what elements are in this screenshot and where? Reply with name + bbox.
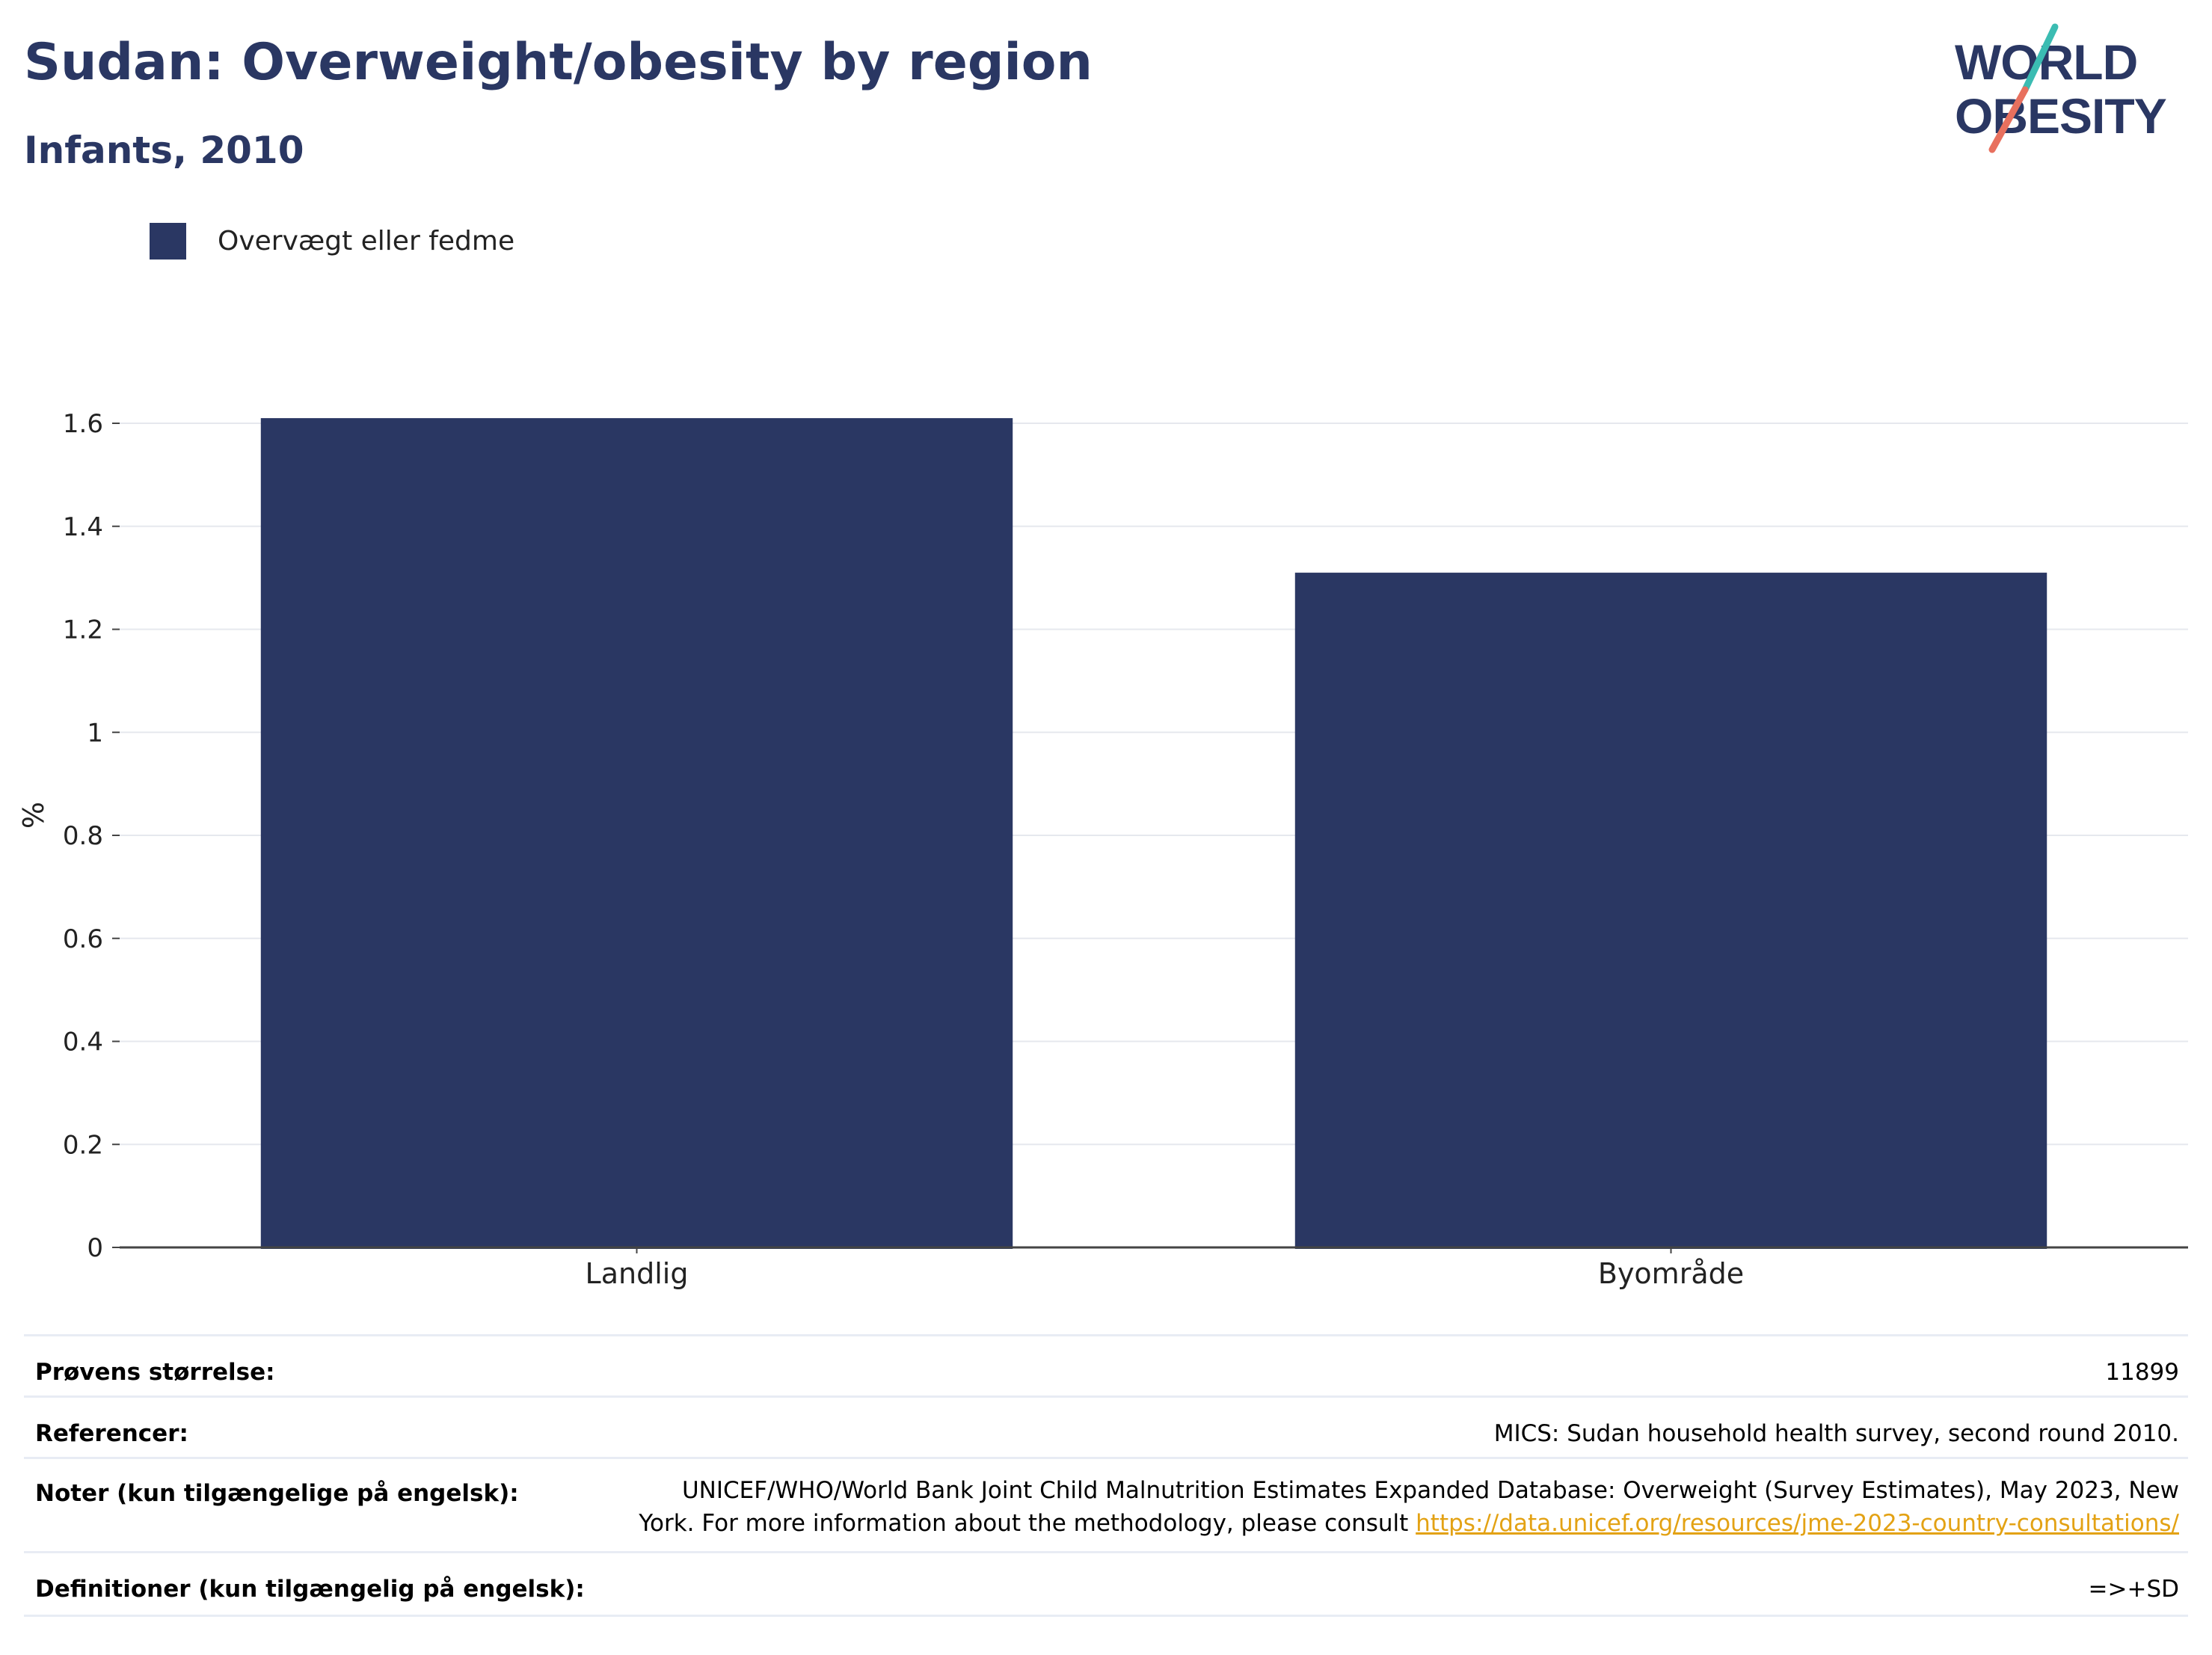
- definitions-label: Definitioner (kun tilgængelig på engelsk…: [35, 1576, 585, 1603]
- y-tick-label: 0.2: [63, 1130, 103, 1160]
- world-obesity-logo: WORLD OBESITY: [1955, 23, 2167, 153]
- references-value: MICS: Sudan household health survey, sec…: [1493, 1420, 2179, 1447]
- y-axis-label: %: [17, 802, 50, 829]
- y-tick-label: 1: [87, 718, 103, 748]
- y-tick-label: 0.8: [63, 821, 103, 851]
- sample-size-value: 11899: [2105, 1359, 2179, 1386]
- y-tick-label: 0.6: [63, 924, 103, 954]
- y-tick-labels: 0 0.2 0.4 0.6 0.8 1 1.2 1.4 1.6: [63, 409, 120, 1263]
- svg-text:OBESITY: OBESITY: [1955, 88, 2166, 144]
- notes-value: UNICEF/WHO/World Bank Joint Child Malnut…: [534, 1474, 2179, 1540]
- legend-label: Overvægt eller fedme: [218, 225, 515, 257]
- x-tick-labels: Landlig Byområde: [586, 1247, 1744, 1290]
- y-tick-label: 0: [87, 1233, 103, 1263]
- notes-line-2: York. For more information about the met…: [534, 1507, 2179, 1540]
- references-label: Referencer:: [35, 1420, 188, 1447]
- y-tick-label: 1.4: [63, 512, 103, 542]
- info-row-definitions: Definitioner (kun tilgængelig på engelsk…: [24, 1551, 2188, 1617]
- page-title: Sudan: Overweight/obesity by region: [24, 33, 1093, 92]
- bar-byområde[interactable]: [1294, 572, 2047, 1249]
- bars: [260, 418, 2047, 1249]
- page-subtitle: Infants, 2010: [24, 129, 304, 172]
- y-tick-label: 1.2: [63, 615, 103, 645]
- bar-landlig[interactable]: [260, 418, 1013, 1249]
- sample-size-label: Prøvens størrelse:: [35, 1359, 275, 1386]
- x-tick-label: Landlig: [586, 1257, 689, 1290]
- methodology-link[interactable]: https://data.unicef.org/resources/jme-20…: [1416, 1510, 2179, 1537]
- info-row-references: Referencer: MICS: Sudan household health…: [24, 1395, 2188, 1459]
- notes-line-2-text: York. For more information about the met…: [639, 1510, 1416, 1537]
- notes-label: Noter (kun tilgængelige på engelsk):: [35, 1480, 519, 1507]
- info-row-notes: Noter (kun tilgængelige på engelsk): UNI…: [24, 1457, 2188, 1553]
- info-row-sample: Prøvens størrelse: 11899: [24, 1334, 2188, 1398]
- y-tick-label: 0.4: [63, 1028, 103, 1057]
- y-tick-label: 1.6: [63, 409, 103, 439]
- chart-legend[interactable]: Overvægt eller fedme: [150, 222, 514, 260]
- x-tick-label: Byområde: [1598, 1257, 1744, 1290]
- bar-chart: 00.20.40.60.811.21.41.6 Landlig Byområde …: [17, 409, 2188, 1290]
- legend-swatch: [150, 222, 186, 260]
- definitions-value: =>+SD: [2088, 1576, 2179, 1603]
- notes-line-1: UNICEF/WHO/World Bank Joint Child Malnut…: [681, 1477, 2179, 1504]
